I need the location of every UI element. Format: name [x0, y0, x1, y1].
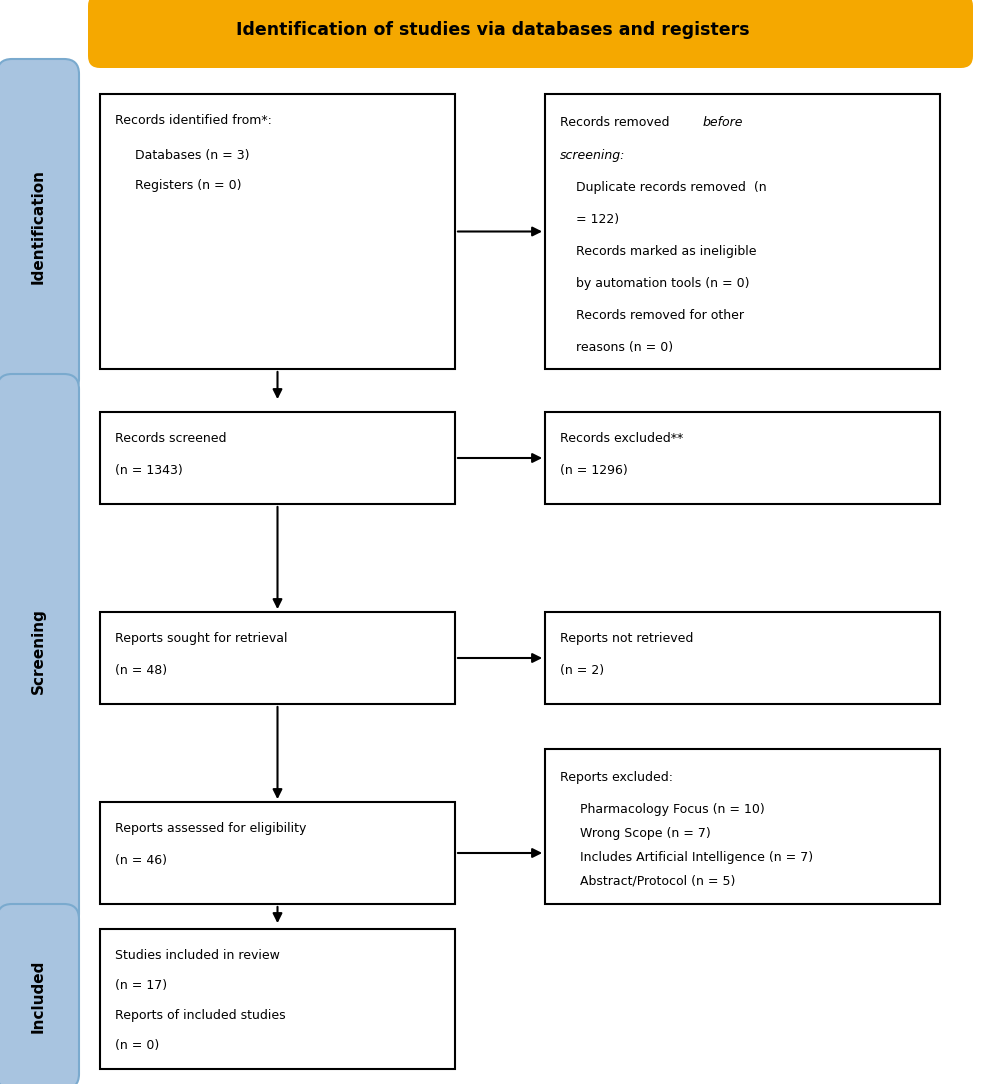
Text: Included: Included — [31, 959, 45, 1033]
Text: screening:: screening: — [560, 149, 625, 162]
Text: reasons (n = 0): reasons (n = 0) — [560, 341, 673, 354]
Text: Duplicate records removed  (n: Duplicate records removed (n — [560, 181, 767, 194]
Text: (n = 1296): (n = 1296) — [560, 464, 628, 477]
Text: Records marked as ineligible: Records marked as ineligible — [560, 245, 756, 258]
FancyBboxPatch shape — [545, 749, 940, 904]
FancyBboxPatch shape — [545, 412, 940, 504]
FancyBboxPatch shape — [100, 802, 455, 904]
Text: (n = 17): (n = 17) — [115, 979, 167, 992]
Text: (n = 1343): (n = 1343) — [115, 464, 182, 477]
Text: (n = 48): (n = 48) — [115, 664, 167, 678]
Text: Records identified from*:: Records identified from*: — [115, 114, 272, 127]
Text: Identification of studies via databases and registers: Identification of studies via databases … — [237, 21, 749, 39]
Text: Pharmacology Focus (n = 10): Pharmacology Focus (n = 10) — [580, 803, 765, 816]
Text: Reports assessed for eligibility: Reports assessed for eligibility — [115, 822, 307, 835]
FancyBboxPatch shape — [0, 904, 79, 1084]
Text: Reports of included studies: Reports of included studies — [115, 1009, 286, 1022]
Text: Wrong Scope (n = 7): Wrong Scope (n = 7) — [580, 827, 711, 840]
Text: Databases (n = 3): Databases (n = 3) — [135, 149, 249, 162]
FancyBboxPatch shape — [100, 94, 455, 369]
Text: Identification: Identification — [31, 169, 45, 284]
Text: (n = 0): (n = 0) — [115, 1038, 160, 1051]
Text: Records removed: Records removed — [560, 116, 673, 129]
FancyBboxPatch shape — [100, 929, 455, 1069]
Text: = 122): = 122) — [560, 212, 619, 225]
FancyBboxPatch shape — [545, 94, 940, 369]
Text: Registers (n = 0): Registers (n = 0) — [135, 179, 242, 192]
Text: (n = 2): (n = 2) — [560, 664, 604, 678]
FancyBboxPatch shape — [0, 59, 79, 393]
Text: Records screened: Records screened — [115, 433, 227, 446]
Text: by automation tools (n = 0): by automation tools (n = 0) — [560, 278, 749, 291]
Text: Reports not retrieved: Reports not retrieved — [560, 632, 693, 645]
Text: (n = 46): (n = 46) — [115, 854, 167, 867]
Text: Records removed for other: Records removed for other — [560, 309, 744, 322]
FancyBboxPatch shape — [545, 612, 940, 704]
Text: before: before — [703, 116, 743, 129]
FancyBboxPatch shape — [0, 374, 79, 929]
FancyBboxPatch shape — [100, 612, 455, 704]
Text: Abstract/Protocol (n = 5): Abstract/Protocol (n = 5) — [580, 875, 736, 888]
Text: Includes Artificial Intelligence (n = 7): Includes Artificial Intelligence (n = 7) — [580, 851, 813, 864]
FancyBboxPatch shape — [100, 412, 455, 504]
FancyBboxPatch shape — [88, 0, 973, 68]
Text: Screening: Screening — [31, 608, 45, 695]
Text: Studies included in review: Studies included in review — [115, 948, 280, 962]
Text: Records excluded**: Records excluded** — [560, 433, 683, 446]
Text: Reports excluded:: Reports excluded: — [560, 771, 673, 784]
Text: Reports sought for retrieval: Reports sought for retrieval — [115, 632, 288, 645]
